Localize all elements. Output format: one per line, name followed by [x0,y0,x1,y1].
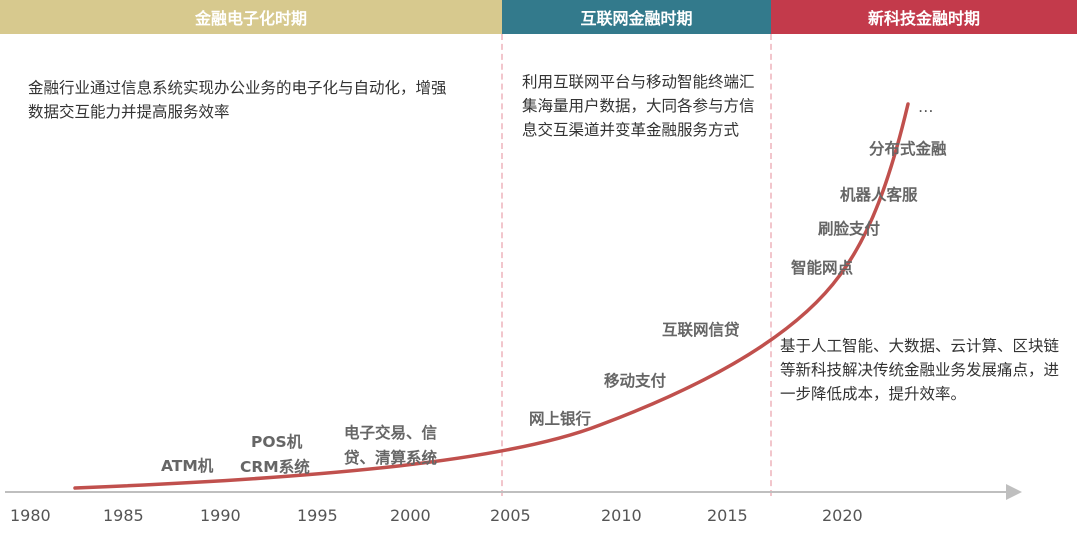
tech-online-bank-label: 网上银行 [529,410,592,428]
tech-distributed-finance-label: 分布式金融 [869,140,947,158]
period-internet-banner: 互联网金融时期 [502,0,771,34]
electronic-period-description: 金融行业通过信息系统实现办公业务的电子化与自动化，增强数据交互能力并提高服务效率 [28,79,447,121]
year-1985: 1985 [103,506,144,525]
tech-etrade-label-line2: 贷、清算系统 [344,449,438,467]
year-2010: 2010 [601,506,642,525]
tech-etrade-label-line1: 电子交易、信 [344,424,438,442]
year-2000: 2000 [390,506,431,525]
year-1995: 1995 [297,506,338,525]
tech-face-pay-label: 刷脸支付 [818,220,881,238]
tech-internet-credit-label: 互联网信贷 [662,321,740,339]
tech-robot-service-label: 机器人客服 [840,186,918,204]
period-divider-2 [770,34,772,496]
tech-smart-branch-label: 智能网点 [791,259,854,277]
tech-crm-label: CRM系统 [240,458,310,476]
tech-ellipsis: … [918,98,934,116]
period-divider-1 [501,34,503,496]
year-2005: 2005 [490,506,531,525]
year-1990: 1990 [200,506,241,525]
year-1980: 1980 [10,506,51,525]
fintech-period-description: 基于人工智能、大数据、云计算、区块链等新科技解决传统金融业务发展痛点，进一步降低… [780,337,1060,403]
tech-mobile-pay-label: 移动支付 [604,372,667,390]
year-2015: 2015 [707,506,748,525]
period-electronic-banner: 金融电子化时期 [0,0,502,34]
period-electronic-label: 金融电子化时期 [194,9,307,28]
tech-atm-label: ATM机 [161,457,214,475]
growth-curve [73,102,910,490]
period-internet-label: 互联网金融时期 [580,9,693,28]
period-fintech-banner: 新科技金融时期 [771,0,1077,34]
period-fintech-label: 新科技金融时期 [867,9,980,28]
year-2020: 2020 [822,506,863,525]
internet-period-description: 利用互联网平台与移动智能终端汇集海量用户数据，大同各参与方信息交互渠道并变革金融… [522,73,755,139]
tech-pos-label: POS机 [251,433,303,451]
